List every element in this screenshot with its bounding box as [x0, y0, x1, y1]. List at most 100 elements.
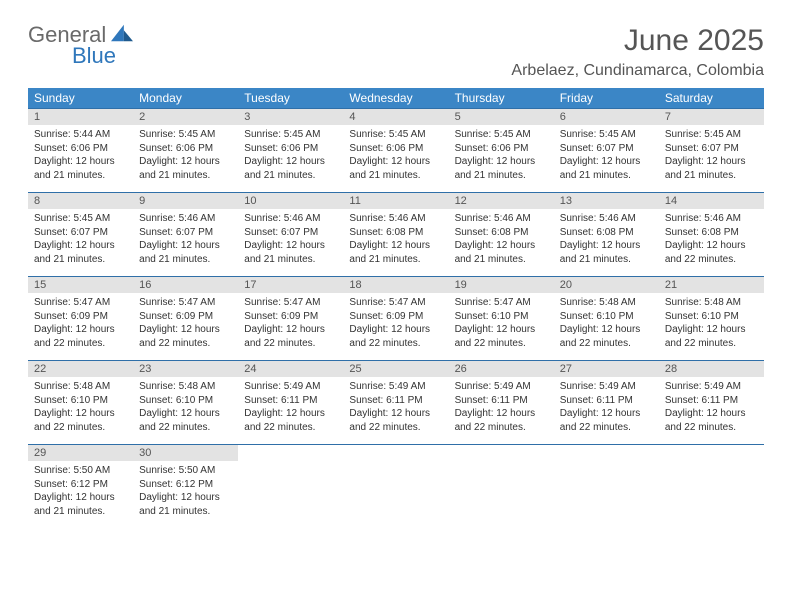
day-details: Sunrise: 5:49 AMSunset: 6:11 PMDaylight:… — [238, 377, 343, 444]
day-details: Sunrise: 5:45 AMSunset: 6:06 PMDaylight:… — [238, 125, 343, 192]
day-number: 13 — [554, 193, 659, 209]
calendar-cell: 16Sunrise: 5:47 AMSunset: 6:09 PMDayligh… — [133, 277, 238, 361]
day-number: 17 — [238, 277, 343, 293]
day-details: Sunrise: 5:50 AMSunset: 6:12 PMDaylight:… — [28, 461, 133, 528]
day-details: Sunrise: 5:46 AMSunset: 6:08 PMDaylight:… — [554, 209, 659, 276]
calendar-cell: 9Sunrise: 5:46 AMSunset: 6:07 PMDaylight… — [133, 193, 238, 277]
day-details: Sunrise: 5:48 AMSunset: 6:10 PMDaylight:… — [28, 377, 133, 444]
brand-logo: General Blue — [28, 24, 133, 67]
weekday-header: Monday — [133, 88, 238, 109]
calendar-cell: 11Sunrise: 5:46 AMSunset: 6:08 PMDayligh… — [343, 193, 448, 277]
day-number: 11 — [343, 193, 448, 209]
calendar-cell: 24Sunrise: 5:49 AMSunset: 6:11 PMDayligh… — [238, 361, 343, 445]
location-text: Arbelaez, Cundinamarca, Colombia — [511, 62, 764, 80]
header: General Blue June 2025 Arbelaez, Cundina… — [28, 24, 764, 80]
calendar-cell: 6Sunrise: 5:45 AMSunset: 6:07 PMDaylight… — [554, 109, 659, 193]
day-details: Sunrise: 5:47 AMSunset: 6:10 PMDaylight:… — [449, 293, 554, 360]
day-details: Sunrise: 5:49 AMSunset: 6:11 PMDaylight:… — [449, 377, 554, 444]
calendar-cell: 2Sunrise: 5:45 AMSunset: 6:06 PMDaylight… — [133, 109, 238, 193]
calendar-cell: 1Sunrise: 5:44 AMSunset: 6:06 PMDaylight… — [28, 109, 133, 193]
day-details: Sunrise: 5:47 AMSunset: 6:09 PMDaylight:… — [343, 293, 448, 360]
calendar-cell — [659, 445, 764, 529]
day-number: 2 — [133, 109, 238, 125]
calendar-cell: 10Sunrise: 5:46 AMSunset: 6:07 PMDayligh… — [238, 193, 343, 277]
calendar-cell — [343, 445, 448, 529]
calendar-cell: 21Sunrise: 5:48 AMSunset: 6:10 PMDayligh… — [659, 277, 764, 361]
day-details: Sunrise: 5:45 AMSunset: 6:07 PMDaylight:… — [554, 125, 659, 192]
day-number: 12 — [449, 193, 554, 209]
day-number: 10 — [238, 193, 343, 209]
calendar-week-row: 1Sunrise: 5:44 AMSunset: 6:06 PMDaylight… — [28, 109, 764, 193]
day-details: Sunrise: 5:46 AMSunset: 6:08 PMDaylight:… — [449, 209, 554, 276]
day-details: Sunrise: 5:45 AMSunset: 6:06 PMDaylight:… — [449, 125, 554, 192]
day-details: Sunrise: 5:44 AMSunset: 6:06 PMDaylight:… — [28, 125, 133, 192]
logo-triangle-icon — [111, 24, 133, 42]
day-number: 14 — [659, 193, 764, 209]
day-number: 30 — [133, 445, 238, 461]
day-number: 21 — [659, 277, 764, 293]
brand-part2: Blue — [72, 45, 133, 67]
day-number: 24 — [238, 361, 343, 377]
day-details: Sunrise: 5:46 AMSunset: 6:08 PMDaylight:… — [343, 209, 448, 276]
day-number: 15 — [28, 277, 133, 293]
day-number: 23 — [133, 361, 238, 377]
calendar-week-row: 8Sunrise: 5:45 AMSunset: 6:07 PMDaylight… — [28, 193, 764, 277]
calendar-cell — [554, 445, 659, 529]
day-number: 25 — [343, 361, 448, 377]
day-details: Sunrise: 5:45 AMSunset: 6:06 PMDaylight:… — [343, 125, 448, 192]
calendar-cell: 3Sunrise: 5:45 AMSunset: 6:06 PMDaylight… — [238, 109, 343, 193]
day-details: Sunrise: 5:48 AMSunset: 6:10 PMDaylight:… — [554, 293, 659, 360]
day-number: 1 — [28, 109, 133, 125]
calendar-cell: 23Sunrise: 5:48 AMSunset: 6:10 PMDayligh… — [133, 361, 238, 445]
day-number: 9 — [133, 193, 238, 209]
day-number: 6 — [554, 109, 659, 125]
calendar-cell: 30Sunrise: 5:50 AMSunset: 6:12 PMDayligh… — [133, 445, 238, 529]
day-details: Sunrise: 5:49 AMSunset: 6:11 PMDaylight:… — [554, 377, 659, 444]
day-details: Sunrise: 5:46 AMSunset: 6:07 PMDaylight:… — [238, 209, 343, 276]
calendar-cell: 5Sunrise: 5:45 AMSunset: 6:06 PMDaylight… — [449, 109, 554, 193]
calendar-cell: 13Sunrise: 5:46 AMSunset: 6:08 PMDayligh… — [554, 193, 659, 277]
day-number: 29 — [28, 445, 133, 461]
calendar-cell: 22Sunrise: 5:48 AMSunset: 6:10 PMDayligh… — [28, 361, 133, 445]
day-details: Sunrise: 5:48 AMSunset: 6:10 PMDaylight:… — [133, 377, 238, 444]
day-number: 4 — [343, 109, 448, 125]
day-details: Sunrise: 5:50 AMSunset: 6:12 PMDaylight:… — [133, 461, 238, 528]
day-details: Sunrise: 5:49 AMSunset: 6:11 PMDaylight:… — [343, 377, 448, 444]
day-details: Sunrise: 5:46 AMSunset: 6:07 PMDaylight:… — [133, 209, 238, 276]
day-details: Sunrise: 5:49 AMSunset: 6:11 PMDaylight:… — [659, 377, 764, 444]
calendar-week-row: 15Sunrise: 5:47 AMSunset: 6:09 PMDayligh… — [28, 277, 764, 361]
day-details: Sunrise: 5:47 AMSunset: 6:09 PMDaylight:… — [28, 293, 133, 360]
calendar-cell: 27Sunrise: 5:49 AMSunset: 6:11 PMDayligh… — [554, 361, 659, 445]
day-number: 20 — [554, 277, 659, 293]
calendar-cell: 17Sunrise: 5:47 AMSunset: 6:09 PMDayligh… — [238, 277, 343, 361]
calendar-week-row: 29Sunrise: 5:50 AMSunset: 6:12 PMDayligh… — [28, 445, 764, 529]
day-number: 8 — [28, 193, 133, 209]
calendar-cell: 19Sunrise: 5:47 AMSunset: 6:10 PMDayligh… — [449, 277, 554, 361]
calendar-cell: 4Sunrise: 5:45 AMSunset: 6:06 PMDaylight… — [343, 109, 448, 193]
weekday-header: Sunday — [28, 88, 133, 109]
calendar-week-row: 22Sunrise: 5:48 AMSunset: 6:10 PMDayligh… — [28, 361, 764, 445]
weekday-header-row: Sunday Monday Tuesday Wednesday Thursday… — [28, 88, 764, 109]
calendar-cell: 20Sunrise: 5:48 AMSunset: 6:10 PMDayligh… — [554, 277, 659, 361]
day-details: Sunrise: 5:48 AMSunset: 6:10 PMDaylight:… — [659, 293, 764, 360]
calendar-cell: 29Sunrise: 5:50 AMSunset: 6:12 PMDayligh… — [28, 445, 133, 529]
calendar-cell: 25Sunrise: 5:49 AMSunset: 6:11 PMDayligh… — [343, 361, 448, 445]
calendar-cell — [238, 445, 343, 529]
weekday-header: Tuesday — [238, 88, 343, 109]
day-number: 7 — [659, 109, 764, 125]
day-details: Sunrise: 5:45 AMSunset: 6:07 PMDaylight:… — [28, 209, 133, 276]
day-number: 26 — [449, 361, 554, 377]
calendar-cell: 15Sunrise: 5:47 AMSunset: 6:09 PMDayligh… — [28, 277, 133, 361]
calendar-cell: 12Sunrise: 5:46 AMSunset: 6:08 PMDayligh… — [449, 193, 554, 277]
page-title: June 2025 — [511, 24, 764, 58]
day-number: 19 — [449, 277, 554, 293]
calendar-cell: 7Sunrise: 5:45 AMSunset: 6:07 PMDaylight… — [659, 109, 764, 193]
day-number: 16 — [133, 277, 238, 293]
weekday-header: Saturday — [659, 88, 764, 109]
weekday-header: Wednesday — [343, 88, 448, 109]
day-number: 18 — [343, 277, 448, 293]
calendar-cell: 8Sunrise: 5:45 AMSunset: 6:07 PMDaylight… — [28, 193, 133, 277]
calendar-cell: 26Sunrise: 5:49 AMSunset: 6:11 PMDayligh… — [449, 361, 554, 445]
weekday-header: Thursday — [449, 88, 554, 109]
day-details: Sunrise: 5:45 AMSunset: 6:06 PMDaylight:… — [133, 125, 238, 192]
